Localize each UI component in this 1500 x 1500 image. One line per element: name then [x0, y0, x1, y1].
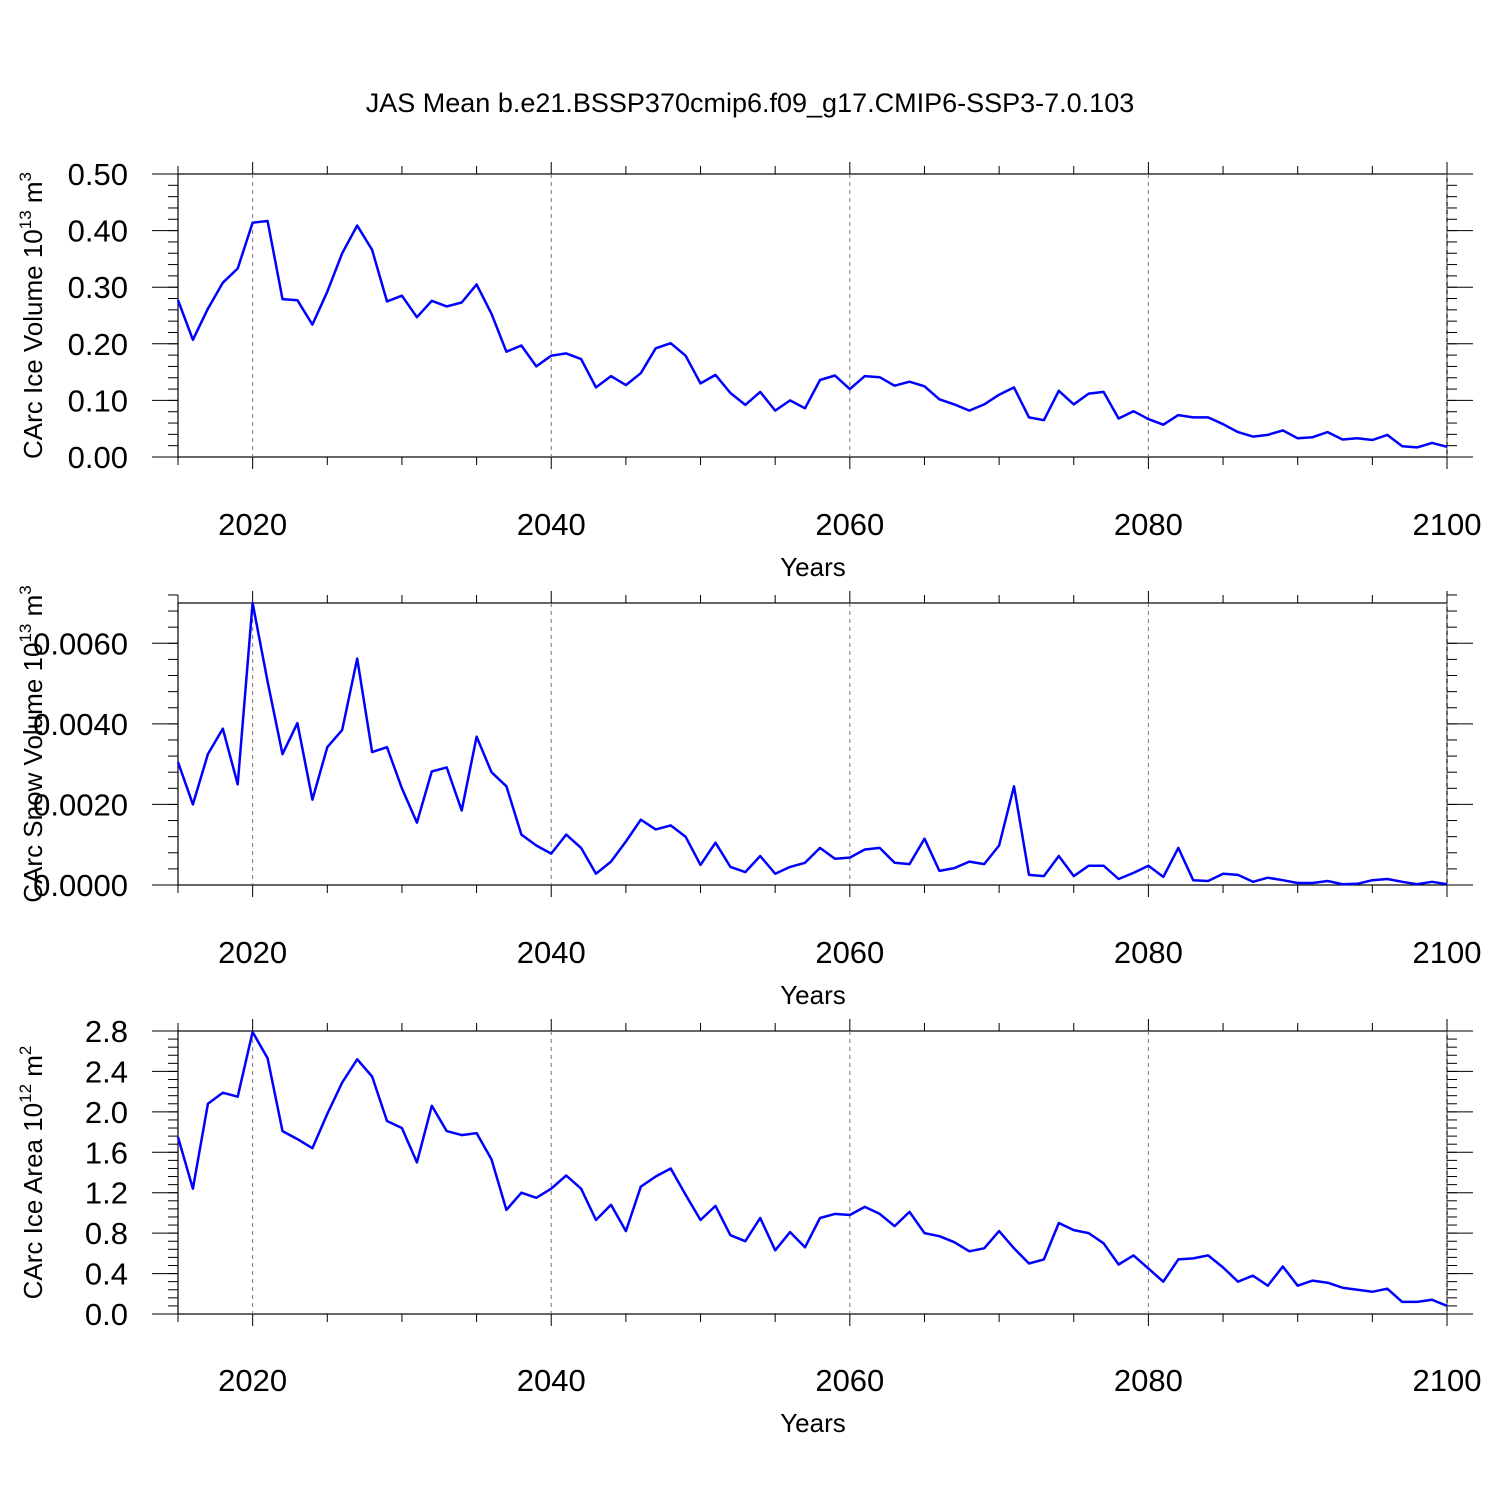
x-tick-label: 2040: [517, 1363, 586, 1398]
ice-area-panel: 0.0 0.4 0.8 1.2 1.6 2.0 2.4 2.8 2020 2040 2060 2080…: [16, 1014, 1481, 1438]
x-tick-label: 2020: [218, 1363, 287, 1398]
y-tick-label: 1.2: [85, 1176, 128, 1211]
y-tick-label: 0.50: [68, 157, 128, 192]
y-axis-title-unit-exponent: 2: [16, 1046, 35, 1055]
y-axis-title: CArc Ice Area 1012 m2: [16, 1046, 48, 1300]
y-axis-title-unit-exponent: 3: [16, 585, 35, 594]
y-tick-label: 0.00: [68, 440, 128, 475]
y-tick-label: 0.8: [85, 1216, 128, 1251]
y-tick-label: 0.0: [85, 1297, 128, 1332]
plot-frame: [177, 173, 1448, 458]
figure-title: JAS Mean b.e21.BSSP370cmip6.f09_g17.CMIP…: [366, 88, 1134, 118]
y-axis-title-text: CArc Ice Area 10: [18, 1103, 48, 1300]
y-axis-title-unit: m: [18, 595, 48, 624]
x-tick-label: 2060: [815, 507, 884, 542]
y-axis-title-text: CArc Ice Volume 10: [18, 229, 48, 459]
series-line: [176, 219, 1448, 449]
y-axis-title: CArc Ice Volume 1013 m3: [16, 172, 48, 459]
x-tick-label: 2080: [1114, 507, 1183, 542]
y-tick-label: 1.6: [85, 1135, 128, 1170]
x-axis-title: Years: [780, 552, 846, 582]
y-tick-label: 0.0060: [33, 626, 128, 661]
y-tick-label: 0.0040: [33, 707, 128, 742]
x-tick-label: 2100: [1413, 1363, 1482, 1398]
y-tick-label: 2.4: [85, 1054, 128, 1089]
y-tick-label: 0.30: [68, 270, 128, 305]
y-axis-title-unit-exponent: 3: [16, 172, 35, 181]
x-tick-label: 2060: [815, 1363, 884, 1398]
y-axis-title: CArc Snow Volume 1013 m3: [16, 585, 48, 902]
x-tick-label: 2040: [517, 935, 586, 970]
x-axis-title: Years: [780, 1408, 846, 1438]
plot-frame: [177, 1030, 1448, 1315]
series-line: [176, 601, 1448, 886]
y-axis-title-unit: m: [18, 181, 48, 210]
x-tick-label: 2060: [815, 935, 884, 970]
y-tick-label: 2.8: [85, 1014, 128, 1049]
x-tick-label: 2020: [218, 935, 287, 970]
y-tick-label: 0.0020: [33, 787, 128, 822]
x-tick-label: 2100: [1413, 935, 1482, 970]
x-axis-title: Years: [780, 980, 846, 1010]
snow-volume-panel: 0.0000 0.0020 0.0040 0.0060 2020 2040 2060 2080…: [16, 585, 1481, 1010]
ice-volume-panel: 0.00 0.10 0.20 0.30 0.40 0.50 2020 2040 2060 2080…: [16, 157, 1481, 582]
x-tick-label: 2080: [1114, 935, 1183, 970]
y-axis-title-exponent: 13: [16, 624, 35, 643]
y-tick-label: 0.20: [68, 327, 128, 362]
x-tick-label: 2020: [218, 507, 287, 542]
y-axis-title-text: CArc Snow Volume 10: [18, 643, 48, 903]
series-line: [176, 1030, 1448, 1308]
y-axis-title-unit: m: [18, 1055, 48, 1084]
y-tick-label: 0.4: [85, 1257, 128, 1292]
x-tick-label: 2100: [1413, 507, 1482, 542]
plot-frame: [177, 602, 1448, 886]
y-tick-label: 0.10: [68, 383, 128, 418]
x-tick-label: 2080: [1114, 1363, 1183, 1398]
y-tick-label: 0.0000: [33, 868, 128, 903]
y-axis-title-exponent: 13: [16, 210, 35, 229]
y-axis-title-exponent: 12: [16, 1084, 35, 1103]
x-tick-label: 2040: [517, 507, 586, 542]
y-tick-label: 0.40: [68, 214, 128, 249]
y-tick-label: 2.0: [85, 1095, 128, 1130]
